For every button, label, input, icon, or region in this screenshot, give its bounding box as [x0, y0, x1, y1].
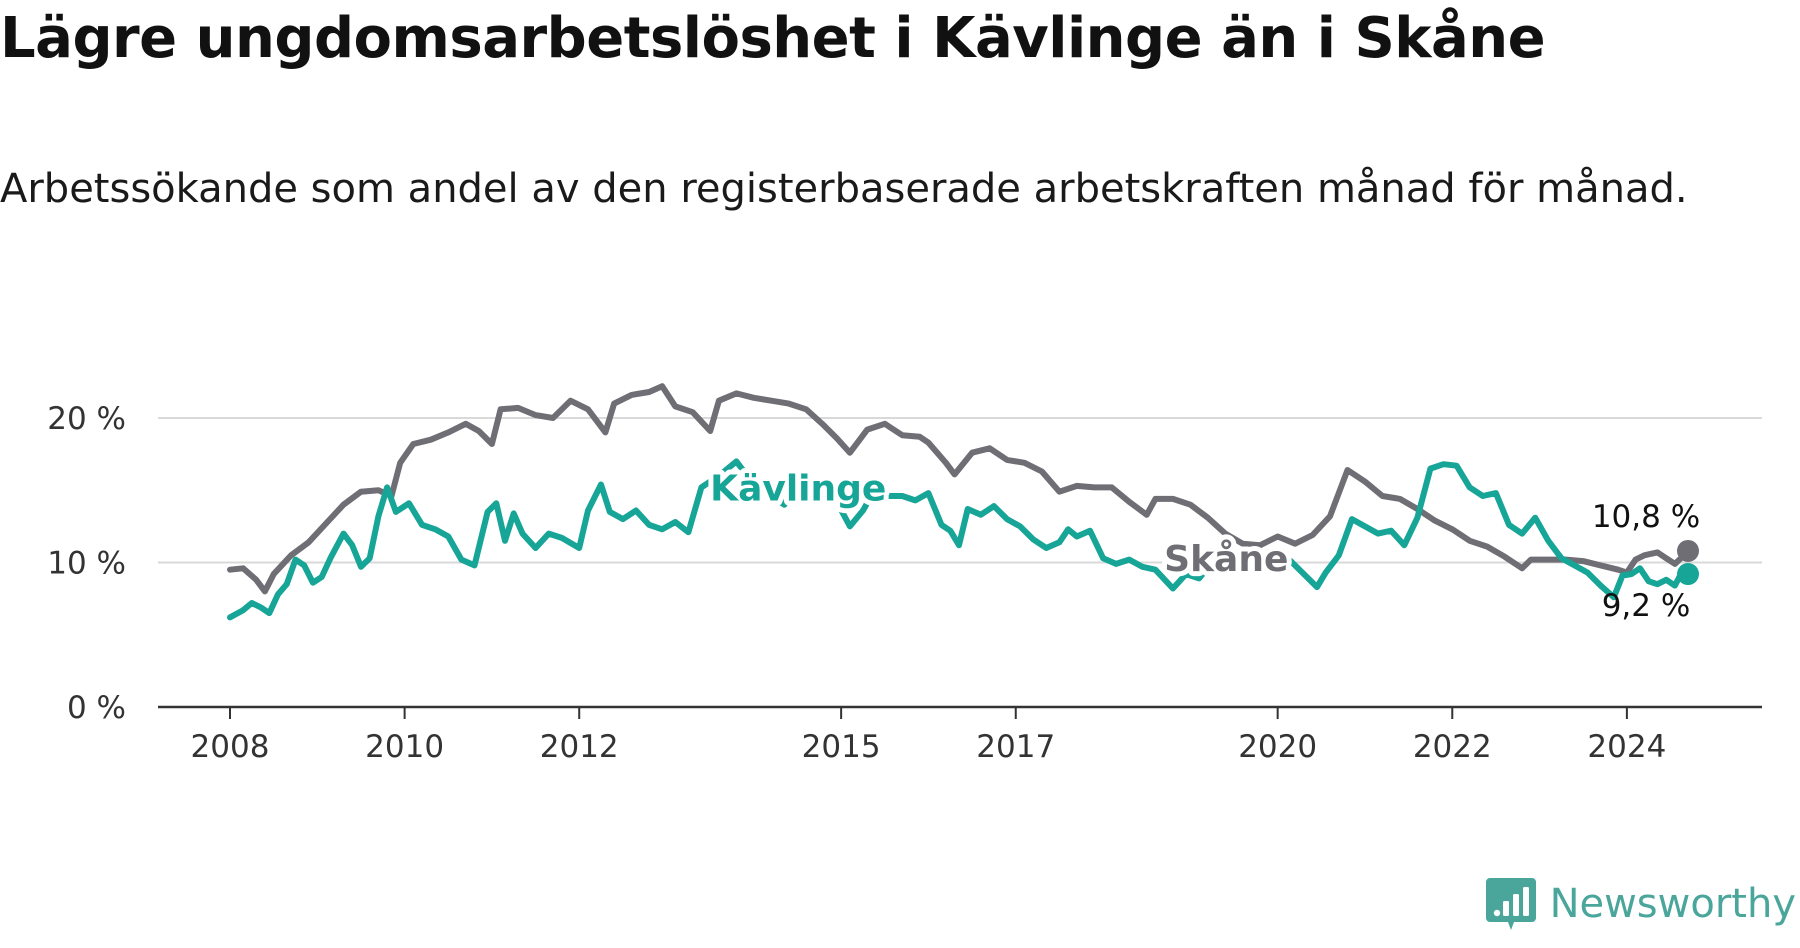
series-label-skåne: Skåne [1164, 539, 1288, 580]
series-label-kävlinge: Kävlinge [710, 468, 886, 509]
y-tick-label: 0 % [67, 690, 126, 726]
x-axis-ticks: 2008 2010 2012 2015 2017 2020 2022 2024 [191, 707, 1666, 765]
series-line-skåne [227, 383, 1691, 595]
y-axis-ticks: 0 % 10 % 20 % [47, 401, 126, 726]
series-labels: Skåne Kävlinge [705, 463, 1293, 585]
x-tick-label: 2017 [976, 729, 1055, 765]
x-tick-label: 2010 [365, 729, 444, 765]
x-tick-label: 2008 [191, 729, 270, 765]
gridlines [158, 417, 1762, 564]
x-tick-label: 2015 [802, 729, 881, 765]
x-tick-label: 2020 [1238, 729, 1317, 765]
series-line-kävlinge [227, 458, 1691, 621]
end-marker-skåne [1677, 539, 1699, 562]
series-lines: 10,8 % 9,2 % [227, 383, 1700, 624]
x-tick-label: 2022 [1413, 729, 1492, 765]
y-tick-label: 20 % [47, 401, 126, 437]
chart-title: Lägre ungdomsarbetslöshet i Kävlinge än … [0, 6, 1546, 71]
newsworthy-brand[interactable]: Newsworthy [1484, 874, 1796, 934]
x-tick-label: 2012 [540, 729, 619, 765]
newsworthy-logo-icon [1485, 878, 1536, 930]
chart-subtitle: Arbetssökande som andel av den registerb… [0, 166, 1688, 212]
end-value-label: 9,2 % [1602, 588, 1691, 624]
end-value-label: 10,8 % [1592, 499, 1700, 535]
y-tick-label: 10 % [47, 546, 126, 582]
end-marker-kävlinge [1677, 563, 1699, 586]
brand-name: Newsworthy [1549, 881, 1796, 927]
x-tick-label: 2024 [1587, 729, 1666, 765]
